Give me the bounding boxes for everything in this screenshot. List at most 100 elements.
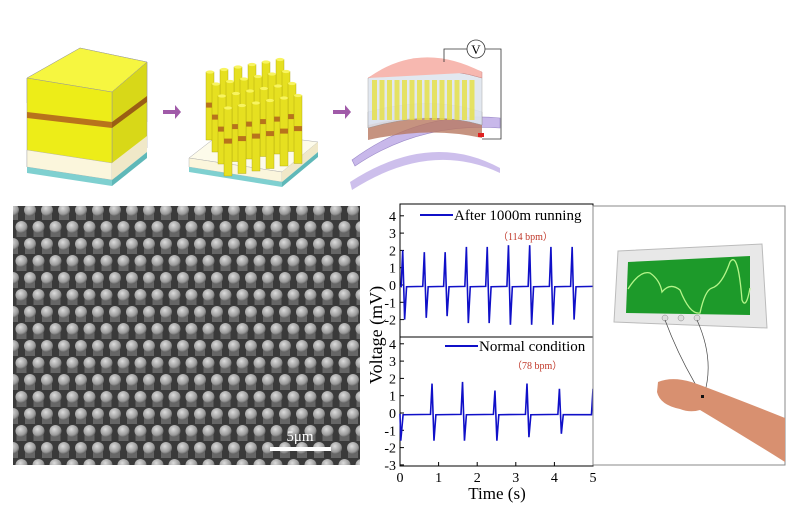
sem-pillar: [109, 238, 121, 250]
sem-pillar: [24, 442, 36, 454]
sem-pillar: [134, 391, 147, 403]
sem-pillar: [75, 408, 87, 420]
sem-pillar: [160, 340, 172, 352]
sem-pillar: [313, 340, 325, 352]
sem-pillar: [41, 340, 53, 352]
sem-pillar: [143, 238, 155, 250]
sem-pillar: [296, 374, 308, 386]
sem-pillar: [100, 323, 113, 335]
sem-pillar: [219, 425, 232, 437]
sem-pillar: [279, 374, 291, 386]
ecg-monitor-illustration: [592, 205, 786, 466]
sem-pillar: [347, 206, 359, 216]
sem-pillar: [219, 357, 232, 369]
sem-pillar: [287, 459, 300, 465]
sem-pillar: [228, 408, 240, 420]
sem-pillar: [296, 306, 308, 318]
sem-pillar: [126, 272, 138, 284]
sem-pillar: [236, 425, 249, 437]
sem-pillar: [236, 391, 249, 403]
sem-pillar: [75, 272, 87, 284]
sem-pillar: [41, 408, 53, 420]
sem-pillar: [83, 221, 96, 233]
sem-pillar: [279, 340, 291, 352]
sem-pillar: [253, 357, 266, 369]
sem-pillar: [160, 206, 172, 216]
sem-pillar: [126, 238, 138, 250]
sem-pillar: [109, 306, 121, 318]
sem-pillar: [24, 306, 36, 318]
sem-pillar: [160, 238, 172, 250]
y-tick-label: -2: [384, 314, 396, 329]
sem-pillar: [219, 459, 232, 465]
sem-pillar: [313, 238, 325, 250]
pillar-top: [240, 77, 248, 81]
pillar-top: [226, 79, 234, 84]
sem-pillar: [160, 408, 172, 420]
sem-pillar: [143, 408, 155, 420]
nanopillar: [417, 80, 422, 120]
sem-pillar: [296, 272, 308, 284]
pillar-top: [224, 106, 232, 110]
ecg-chart: 4 3 2 1 0 -1 -2 After 1000m running （114 bpm） 4 3 2…: [366, 203, 597, 503]
sem-pillar: [202, 425, 215, 437]
sem-pillar: [109, 442, 121, 454]
sem-pillar: [126, 206, 138, 216]
sem-pillar: [262, 408, 274, 420]
sem-pillar: [49, 357, 62, 369]
sem-pillar: [338, 391, 351, 403]
sem-pillar: [13, 374, 19, 386]
pillar-band: [266, 131, 274, 137]
sem-pillar: [49, 459, 62, 465]
sem-pillar: [373, 459, 385, 471]
sem-pillar: [32, 289, 45, 301]
sem-pillar: [262, 340, 274, 352]
monitor-knob: [677, 314, 685, 322]
sem-pillar: [151, 459, 164, 465]
arrow-icon: [163, 105, 181, 119]
sem-pillar: [304, 221, 317, 233]
pillar-top: [266, 98, 274, 103]
sem-pillar-shadow: [255, 465, 265, 475]
pillar-top: [232, 91, 240, 96]
sem-pillar: [134, 255, 147, 267]
sem-pillar: [245, 206, 257, 216]
sem-pillar: [168, 357, 181, 369]
y-tick-label: -2: [384, 442, 396, 457]
nanopillar: [462, 80, 467, 120]
sem-pillar: [143, 442, 155, 454]
sem-pillar: [41, 238, 53, 250]
sem-pillar: [58, 408, 70, 420]
sem-pillar: [287, 391, 300, 403]
sem-pillar: [253, 289, 266, 301]
sem-pillar: [211, 238, 223, 250]
sem-pillar: [287, 357, 300, 369]
sem-pillar: [177, 408, 189, 420]
y-tick-label: 3: [389, 227, 396, 242]
pillar-top: [218, 94, 226, 98]
sem-pillar: [41, 306, 53, 318]
sem-pillar: [202, 459, 215, 465]
sem-pillar: [143, 206, 155, 216]
sem-pillar: [211, 306, 223, 318]
scale-bar-label: 5μm: [286, 429, 314, 445]
sem-pillar-shadow: [170, 465, 180, 475]
pillar-top: [260, 86, 268, 91]
pillar-top: [280, 96, 288, 100]
sem-pillar: [151, 391, 164, 403]
sem-pillar: [134, 323, 147, 335]
sem-pillar: [355, 323, 360, 335]
pillar-band: [212, 114, 220, 120]
sem-pillar: [330, 306, 342, 318]
pillar-band: [280, 128, 288, 134]
nanopillar: [387, 80, 392, 120]
sem-pillar: [126, 408, 138, 420]
sem-pillar: [58, 340, 70, 352]
sem-pillar: [270, 357, 283, 369]
sem-pillar: [15, 391, 28, 403]
sem-pillar: [24, 340, 36, 352]
sem-pillar: [245, 306, 257, 318]
arm: [657, 379, 785, 462]
bpm-annotation: （78 bpm）: [512, 360, 562, 372]
sem-pillar: [92, 408, 104, 420]
